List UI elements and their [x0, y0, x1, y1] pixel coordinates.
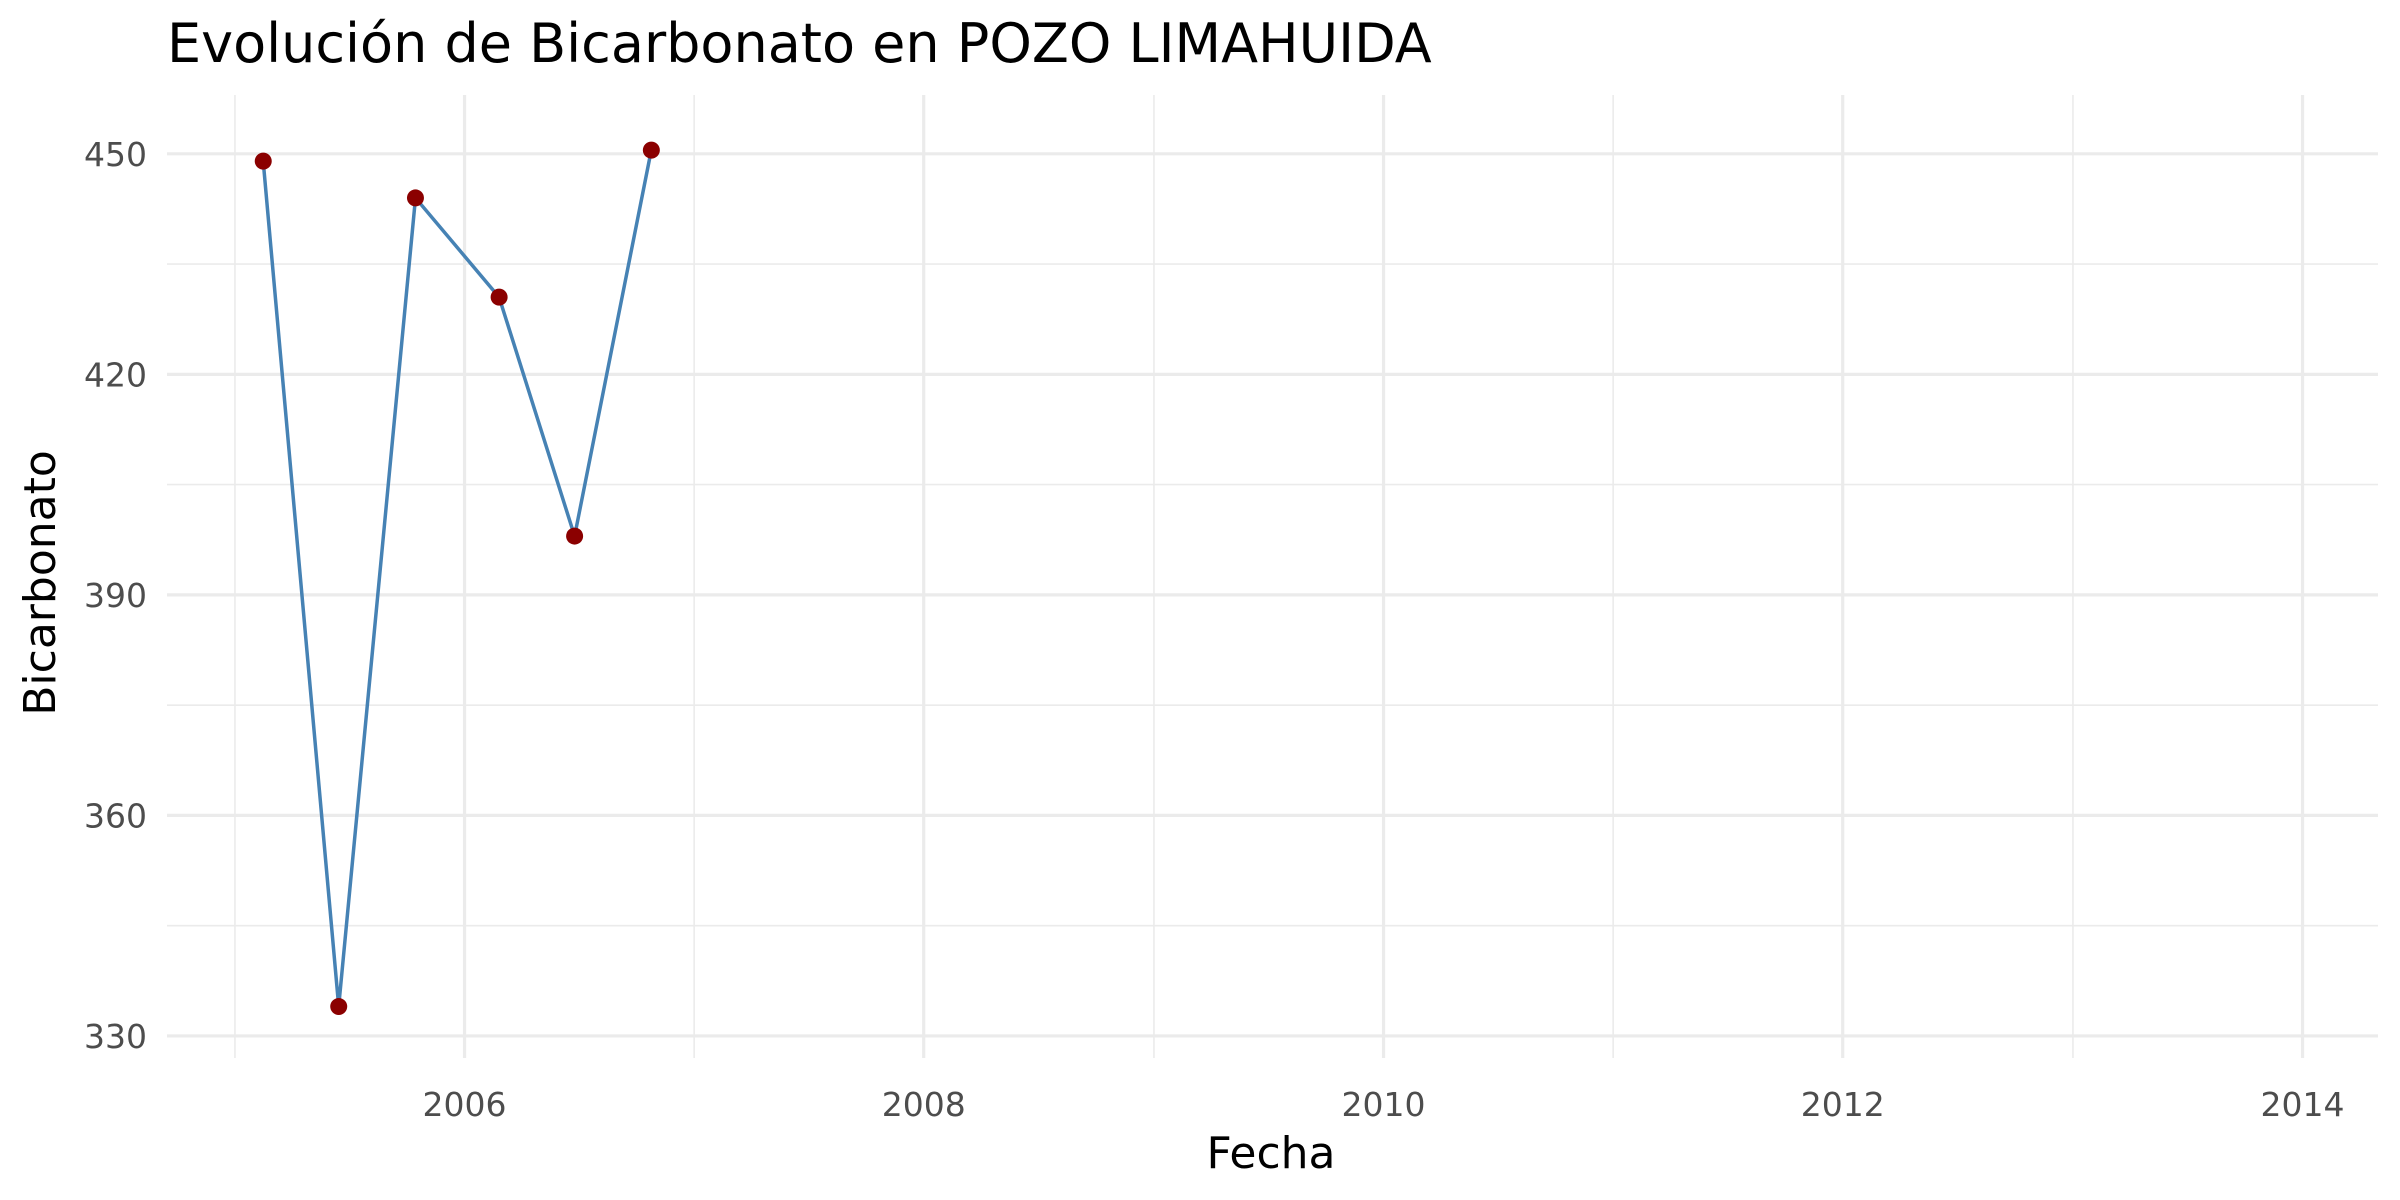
series-layer: [254, 141, 660, 1016]
data-point: [254, 152, 272, 170]
y-tick-label: 420: [84, 355, 147, 394]
y-tick-label: 450: [84, 135, 147, 174]
chart-title: Evolución de Bicarbonato en POZO LIMAHUI…: [167, 12, 1432, 75]
y-axis-title: Bicarbonato: [15, 450, 66, 716]
data-point: [406, 189, 424, 207]
data-point: [330, 998, 348, 1016]
grid: [167, 95, 2378, 1058]
y-tick-label: 360: [84, 796, 147, 835]
tick-labels: 330 360 390 420 450 2006 2008 2010 2012 2014: [84, 135, 2345, 1124]
x-tick-label: 2010: [1342, 1085, 1426, 1124]
data-point: [642, 141, 660, 159]
x-tick-label: 2012: [1801, 1085, 1885, 1124]
x-axis-title: Fecha: [1206, 1128, 1335, 1179]
x-tick-label: 2014: [2261, 1085, 2345, 1124]
x-tick-label: 2008: [882, 1085, 966, 1124]
y-tick-label: 390: [84, 576, 147, 615]
series-line: [261, 149, 654, 1007]
data-point: [490, 288, 508, 306]
x-tick-label: 2006: [423, 1085, 507, 1124]
data-point: [566, 527, 584, 545]
y-tick-label: 330: [84, 1017, 147, 1056]
